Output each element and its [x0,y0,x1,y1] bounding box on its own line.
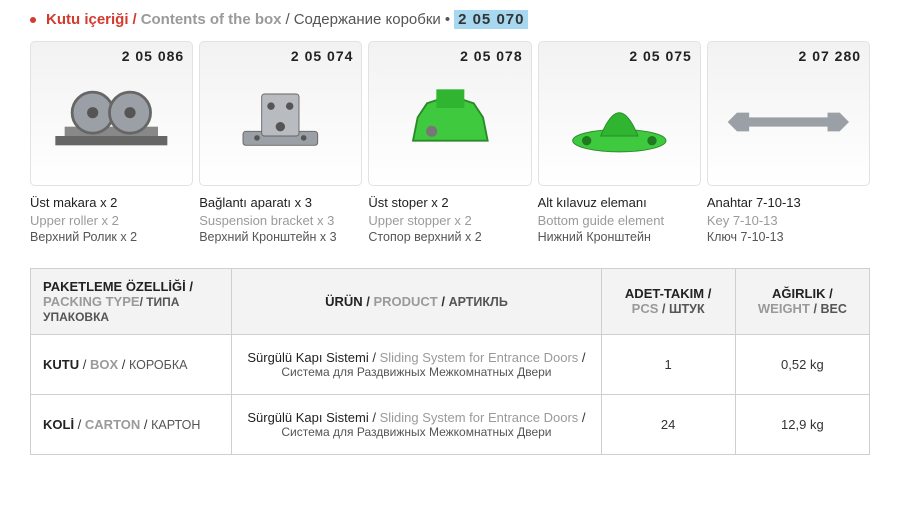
product-label-ru: Нижний Кронштейн [538,229,701,246]
bullet-icon [30,17,36,23]
product-label-en: Upper roller x 2 [30,212,193,230]
product-label-en: Key 7-10-13 [707,212,870,230]
col-product-en: PRODUCT [373,294,437,309]
col-packing: PAKETLEME ÖZELLİĞİ / PACKING TYPE/ ТИПА … [31,268,232,334]
product-labels: Bağlantı aparatı x 3 Suspension bracket … [199,194,362,246]
product-item: 2 05 074 Bağlantı aparatı x 3 Suspension… [199,41,362,246]
product-label-en: Upper stopper x 2 [368,212,531,230]
product-item: 2 07 280 Anahtar 7-10-13 Key 7-10-13 Клю… [707,41,870,246]
col-product-ru: АРТИКЛЬ [449,295,508,309]
product-card: 2 05 086 [30,41,193,186]
table-row: KUTU / BOX / КОРОБКА Sürgülü Kapı Sistem… [31,334,870,394]
col-weight-tr: AĞIRLIK / [748,286,857,301]
product-code: 2 05 078 [377,48,522,64]
cell-packing: KUTU / BOX / КОРОБКА [31,334,232,394]
table-header-row: PAKETLEME ÖZELLİĞİ / PACKING TYPE/ ТИПА … [31,268,870,334]
product-label-tr: Üst stoper x 2 [368,194,531,212]
product-image [39,64,184,179]
header-code: 2 05 070 [454,10,528,29]
col-pcs-ru: / ШТУК [662,302,705,316]
col-weight-ru: / ВЕС [814,302,847,316]
header-en: Contents of the box [141,11,282,28]
col-weight: AĞIRLIK / WEIGHT / ВЕС [735,268,869,334]
product-label-ru: Стопор верхний х 2 [368,229,531,246]
product-card: 2 05 078 [368,41,531,186]
cell-packing: KOLİ / CARTON / КАРТОН [31,394,232,454]
product-code: 2 05 074 [208,48,353,64]
product-label-ru: Верхний Кронштейн х 3 [199,229,362,246]
product-label-tr: Anahtar 7-10-13 [707,194,870,212]
product-label-ru: Ключ 7-10-13 [707,229,870,246]
product-labels: Üst makara x 2 Upper roller x 2 Верхний … [30,194,193,246]
product-labels: Anahtar 7-10-13 Key 7-10-13 Ключ 7-10-13 [707,194,870,246]
header-ru: Содержание коробки [294,11,441,28]
col-product-tr: ÜRÜN [325,294,363,309]
product-card: 2 05 074 [199,41,362,186]
cell-product: Sürgülü Kapı Sistemi / Sliding System fo… [232,394,601,454]
product-code: 2 05 086 [39,48,184,64]
table-row: KOLİ / CARTON / КАРТОН Sürgülü Kapı Sist… [31,394,870,454]
product-item: 2 05 086 Üst makara x 2 Upper roller x 2… [30,41,193,246]
product-card: 2 07 280 [707,41,870,186]
col-product: ÜRÜN / PRODUCT / АРТИКЛЬ [232,268,601,334]
cell-pcs: 24 [601,394,735,454]
product-image [547,64,692,179]
product-item: 2 05 078 Üst stoper x 2 Upper stopper x … [368,41,531,246]
product-label-en: Suspension bracket x 3 [199,212,362,230]
product-labels: Alt kılavuz elemanı Bottom guide element… [538,194,701,246]
product-code: 2 07 280 [716,48,861,64]
product-image [377,64,522,179]
product-grid: 2 05 086 Üst makara x 2 Upper roller x 2… [30,41,870,246]
col-pcs-en: PCS [632,301,659,316]
product-label-tr: Üst makara x 2 [30,194,193,212]
packing-table: PAKETLEME ÖZELLİĞİ / PACKING TYPE/ ТИПА … [30,268,870,455]
product-label-tr: Alt kılavuz elemanı [538,194,701,212]
cell-product: Sürgülü Kapı Sistemi / Sliding System fo… [232,334,601,394]
product-labels: Üst stoper x 2 Upper stopper x 2 Стопор … [368,194,531,246]
cell-weight: 0,52 kg [735,334,869,394]
product-image [716,64,861,179]
header-tr: Kutu içeriği [46,11,129,28]
product-code: 2 05 075 [547,48,692,64]
product-label-tr: Bağlantı aparatı x 3 [199,194,362,212]
cell-weight: 12,9 kg [735,394,869,454]
product-item: 2 05 075 Alt kılavuz elemanı Bottom guid… [538,41,701,246]
product-card: 2 05 075 [538,41,701,186]
col-pcs-tr: ADET-TAKIM / [614,286,723,301]
col-packing-en: PACKING TYPE [43,294,140,309]
product-label-en: Bottom guide element [538,212,701,230]
col-packing-tr: PAKETLEME ÖZELLİĞİ / [43,279,219,294]
col-weight-en: WEIGHT [758,301,810,316]
header-line: Kutu içeriği/ Contents of the box/ Содер… [30,10,870,29]
col-pcs: ADET-TAKIM / PCS / ШТУК [601,268,735,334]
product-label-ru: Верхний Ролик х 2 [30,229,193,246]
product-image [208,64,353,179]
cell-pcs: 1 [601,334,735,394]
